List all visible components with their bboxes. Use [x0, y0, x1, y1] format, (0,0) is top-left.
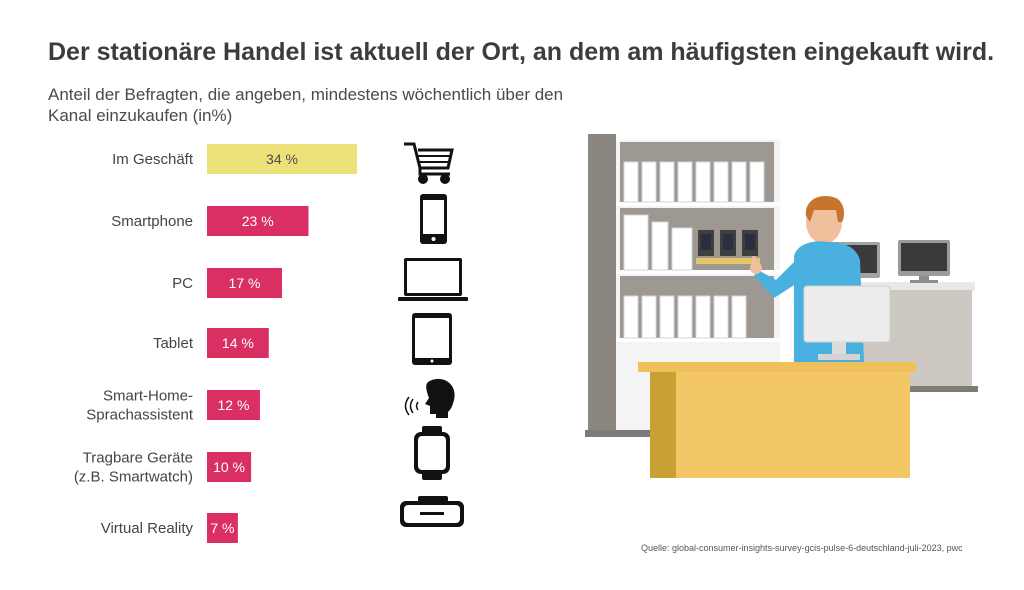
bar-value-label: 12 % [218, 397, 250, 413]
voice-assistant-icon [404, 378, 455, 418]
front-monitor-icon [803, 285, 891, 360]
category-label: PC [172, 275, 193, 292]
chart-title: Der stationäre Handel ist aktuell der Or… [48, 38, 995, 66]
bar [207, 513, 238, 543]
bar-value-label: 17 % [229, 275, 261, 291]
source-note: Quelle: global-consumer-insights-survey-… [641, 543, 963, 553]
phone-display [696, 230, 760, 264]
category-label: Im Geschäft [112, 151, 194, 168]
bar-value-label: 34 % [266, 151, 298, 167]
bar [207, 144, 357, 174]
laptop-icon [398, 258, 468, 301]
category-label: Tablet [153, 335, 194, 352]
category-label: Smartphone [111, 213, 193, 230]
bar-value-label: 23 % [242, 213, 274, 229]
bar [207, 390, 260, 420]
smartphone-icon [420, 194, 447, 244]
bar-chart: 34 % Im Geschäft 23 % Smartphone 17 % PC 14 % T… [74, 144, 357, 543]
bar [207, 206, 309, 236]
chart-subtitle: Anteil der Befragten, die angeben, minde… [48, 85, 564, 125]
category-label: Virtual Reality [101, 520, 194, 537]
vr-headset-icon [400, 496, 464, 527]
category-label: Smart-Home-Sprachassistent [86, 388, 194, 424]
bar-value-label: 10 % [213, 459, 245, 475]
bar [207, 452, 252, 482]
store-illustration [585, 134, 978, 478]
smartwatch-icon [414, 426, 450, 480]
bar-value-label: 7 % [210, 520, 234, 536]
tablet-icon [412, 313, 452, 365]
category-label: Tragbare Geräte (z.B. Smartwatch) [74, 450, 193, 486]
channel-icons [398, 142, 468, 527]
bar [207, 328, 269, 358]
shopping-cart-icon [404, 142, 454, 184]
bar-value-label: 14 % [222, 335, 254, 351]
bar [207, 268, 282, 298]
back-monitor-icon [898, 240, 950, 283]
